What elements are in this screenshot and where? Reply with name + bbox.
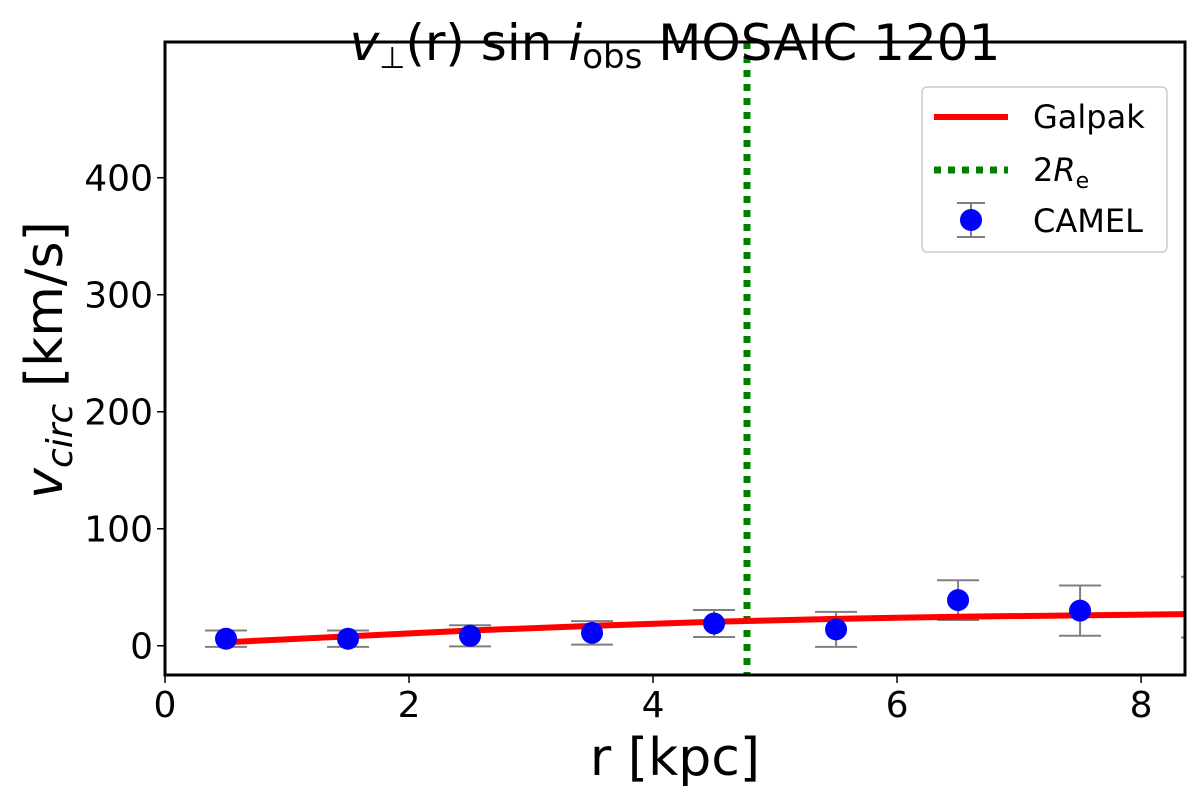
y-axis-label: vcirc [km/s] [15, 221, 81, 499]
legend-camel-label: CAMEL [1033, 202, 1143, 240]
y-tick-label: 100 [84, 510, 153, 551]
legend: Galpak 2Re CAMEL [921, 86, 1168, 253]
legend-camel-marker [960, 209, 982, 231]
chart-title: v⊥(r) sin iobs MOSAIC 1201 [350, 14, 1001, 77]
y-tick-label: 200 [84, 393, 153, 434]
y-tick-label: 0 [130, 627, 153, 668]
y-tick-label: 400 [84, 159, 153, 200]
x-tick-label: 8 [1130, 685, 1153, 726]
y-tick-label: 300 [84, 276, 153, 317]
x-tick-label: 6 [886, 685, 909, 726]
camel-point [703, 612, 726, 635]
camel-point [215, 627, 238, 650]
legend-galpak-label: Galpak [1033, 98, 1145, 136]
camel-point [337, 627, 360, 650]
camel-point [581, 621, 604, 644]
x-tick-label: 2 [398, 685, 421, 726]
camel-point [947, 589, 970, 612]
x-axis-label: r [kpc] [590, 728, 760, 788]
camel-point [459, 624, 482, 647]
camel-point [1191, 596, 1200, 618]
legend-2re-label: 2Re [1033, 151, 1089, 194]
camel-point [825, 618, 848, 641]
x-tick-label: 0 [154, 685, 177, 726]
camel-point [1069, 599, 1092, 622]
plot-area [205, 42, 1200, 675]
plot-frame [163, 40, 1187, 677]
x-tick-label: 4 [642, 685, 665, 726]
